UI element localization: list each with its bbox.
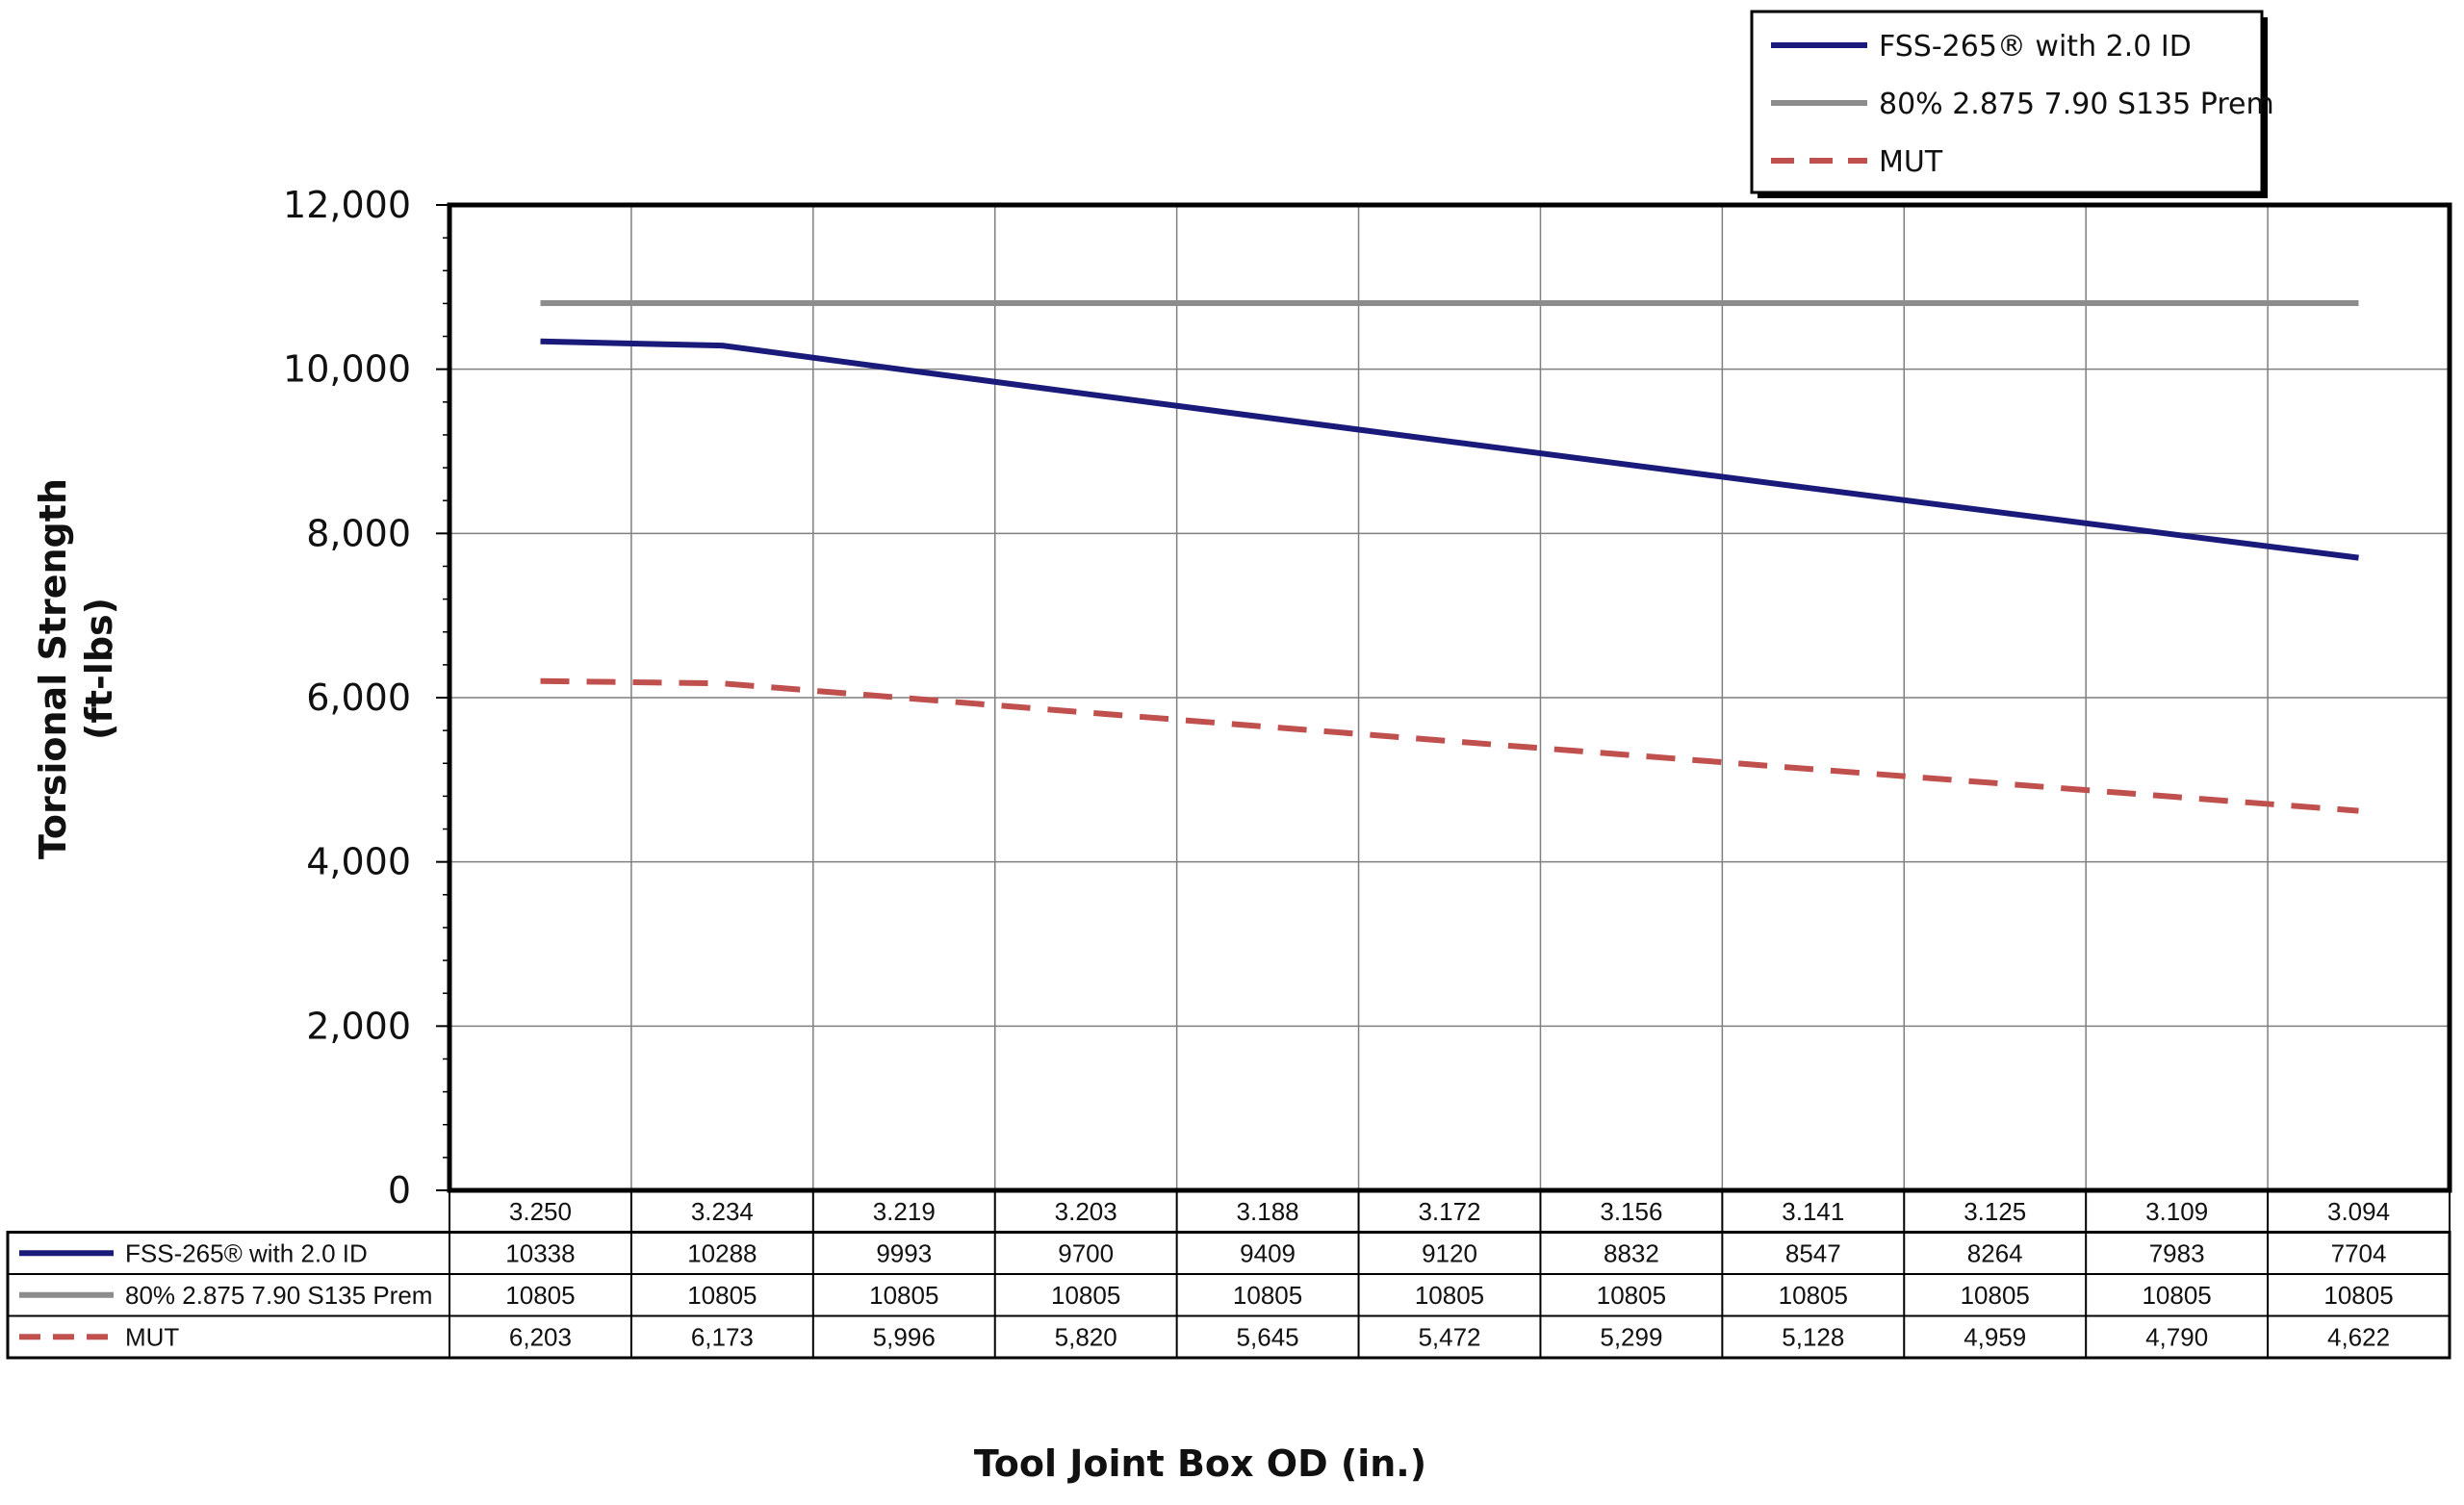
table-cell-value: 4,959 bbox=[1964, 1322, 2026, 1351]
table-cell-value: 5,128 bbox=[1782, 1322, 1844, 1351]
table-cell-value: 9120 bbox=[1422, 1238, 1477, 1267]
table-cell-value: 8264 bbox=[1967, 1238, 2023, 1267]
x-category-label: 3.109 bbox=[2145, 1197, 2208, 1226]
table-series-name: MUT bbox=[125, 1322, 179, 1351]
y-tick-label: 0 bbox=[388, 1169, 411, 1212]
y-tick-label: 6,000 bbox=[306, 676, 411, 719]
legend-entry-label: 80% 2.875 7.90 S135 Prem bbox=[1879, 88, 2274, 121]
table-cell-value: 10805 bbox=[1051, 1281, 1120, 1310]
table-cell-value: 10805 bbox=[505, 1281, 575, 1310]
table-cell-value: 7983 bbox=[2149, 1238, 2205, 1267]
x-category-label: 3.188 bbox=[1237, 1197, 1299, 1226]
y-axis-title-line2: (ft-lbs) bbox=[78, 598, 120, 740]
x-category-label: 3.172 bbox=[1418, 1197, 1480, 1226]
table-cell-value: 5,820 bbox=[1055, 1322, 1117, 1351]
table-cell-value: 10805 bbox=[869, 1281, 938, 1310]
series-line-0 bbox=[540, 338, 2359, 561]
table-cell-value: 8547 bbox=[1785, 1238, 1841, 1267]
table-cell-value: 4,622 bbox=[2327, 1322, 2390, 1351]
y-tick-label: 4,000 bbox=[306, 841, 411, 883]
y-tick-label: 12,000 bbox=[283, 184, 411, 226]
table-cell-value: 10288 bbox=[687, 1238, 757, 1267]
table-cell-value: 7704 bbox=[2331, 1238, 2387, 1267]
x-category-label: 3.250 bbox=[509, 1197, 572, 1226]
table-cell-value: 10805 bbox=[1415, 1281, 1484, 1310]
legend-entry-label: FSS-265® with 2.0 ID bbox=[1879, 30, 2192, 64]
table-cell-value: 9409 bbox=[1240, 1238, 1296, 1267]
table-cell-value: 10805 bbox=[1233, 1281, 1302, 1310]
table-cell-value: 10805 bbox=[1597, 1281, 1666, 1310]
x-category-label: 3.219 bbox=[873, 1197, 936, 1226]
table-cell-value: 10805 bbox=[2142, 1281, 2211, 1310]
y-axis: 0 2,000 4,000 6,000 8,000 10,000 12,000 bbox=[283, 184, 449, 1212]
y-axis-title-line1: Torsional Strength bbox=[32, 478, 74, 859]
table-cell-value: 10805 bbox=[1779, 1281, 1848, 1310]
table-cell-value: 6,203 bbox=[509, 1322, 572, 1351]
grid bbox=[449, 204, 2450, 1191]
x-category-label: 3.094 bbox=[2327, 1197, 2390, 1226]
y-tick-label: 10,000 bbox=[283, 348, 411, 391]
series-lines bbox=[540, 300, 2359, 814]
table-cell-value: 5,299 bbox=[1600, 1322, 1662, 1351]
legend: FSS-265® with 2.0 ID 80% 2.875 7.90 S135 … bbox=[1750, 10, 2274, 198]
table-cell-value: 9700 bbox=[1058, 1238, 1114, 1267]
y-tick-label: 8,000 bbox=[306, 512, 411, 554]
table-series-name: 80% 2.875 7.90 S135 Prem bbox=[125, 1281, 432, 1310]
table-cell-value: 4,790 bbox=[2145, 1322, 2208, 1351]
legend-entry-label: MUT bbox=[1879, 145, 1943, 179]
x-axis-title: Tool Joint Box OD (in.) bbox=[974, 1442, 1426, 1485]
table-cell-value: 8832 bbox=[1604, 1238, 1659, 1267]
table-cell-value: 10805 bbox=[1961, 1281, 2030, 1310]
x-category-label: 3.203 bbox=[1055, 1197, 1117, 1226]
table-cell-value: 9993 bbox=[876, 1238, 932, 1267]
series-line-2 bbox=[540, 677, 2359, 814]
table-cell-value: 10805 bbox=[2323, 1281, 2393, 1310]
table-cell-value: 10338 bbox=[505, 1238, 575, 1267]
x-category-label: 3.125 bbox=[1964, 1197, 2026, 1226]
x-category-label: 3.156 bbox=[1600, 1197, 1662, 1226]
table-cell-value: 5,472 bbox=[1418, 1322, 1480, 1351]
x-category-label: 3.141 bbox=[1782, 1197, 1844, 1226]
table-series-name: FSS-265® with 2.0 ID bbox=[125, 1238, 368, 1267]
y-tick-label: 2,000 bbox=[306, 1005, 411, 1047]
table-cell-value: 5,996 bbox=[873, 1322, 936, 1351]
table-cell-value: 10805 bbox=[687, 1281, 757, 1310]
data-table: 3.250 3.234 3.219 3.203 3.188 3.172 3.156 3.141… bbox=[6, 1189, 2451, 1360]
x-category-label: 3.234 bbox=[691, 1197, 754, 1226]
table-cell-value: 6,173 bbox=[691, 1322, 754, 1351]
table-cell-value: 5,645 bbox=[1237, 1322, 1299, 1351]
